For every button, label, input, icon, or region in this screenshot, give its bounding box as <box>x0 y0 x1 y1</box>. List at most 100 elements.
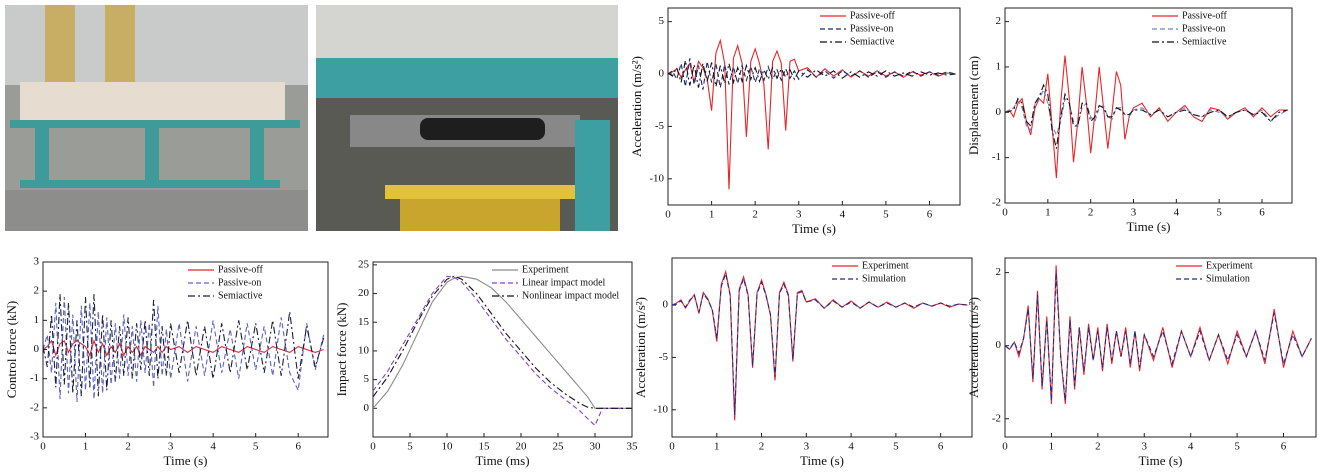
x-tick-label: 6 <box>927 209 933 221</box>
x-tick-label: 25 <box>553 441 565 453</box>
legend-label: Experiment <box>862 260 909 271</box>
x-tick-label: 3 <box>796 209 802 221</box>
x-tick-label: 6 <box>938 441 944 453</box>
x-axis-label: Time (s) <box>792 221 836 236</box>
legend-label: Semiactive <box>1182 36 1227 47</box>
series-line <box>671 271 968 416</box>
y-axis-label: Impact force (kN) <box>334 303 349 397</box>
plot-frame <box>1004 7 1293 204</box>
x-tick-label: 6 <box>295 441 301 453</box>
x-tick-label: 3 <box>1142 441 1148 453</box>
chart: 0 5 10 15 20 25 0 5 10 15 20 25 30 35 Time (ms) Impact … <box>334 258 638 468</box>
y-axis-label: Displacement (cm) <box>966 56 981 155</box>
x-tick-label: 5 <box>407 441 413 453</box>
legend-label: Experiment <box>522 264 569 275</box>
legend-label: Semiactive <box>218 290 263 301</box>
x-tick-label: 3 <box>1131 207 1137 219</box>
series-line <box>667 60 956 88</box>
series-line <box>42 296 325 403</box>
x-tick-label: 20 <box>516 441 528 453</box>
series-line <box>1004 272 1312 401</box>
series-line <box>372 275 632 409</box>
y-tick-label: 5 <box>364 373 370 385</box>
plot-frame <box>1004 257 1317 438</box>
y-tick-label: 0 <box>364 402 370 414</box>
y-tick-label: 25 <box>358 258 370 270</box>
x-tick-label: 1 <box>1045 207 1051 219</box>
series-line <box>667 58 956 90</box>
x-tick-label: 1 <box>714 441 720 453</box>
series-line <box>42 339 324 358</box>
x-tick-label: 2 <box>759 441 765 453</box>
legend-label: Passive-on <box>218 277 261 288</box>
y-tick-label: 0 <box>34 343 40 355</box>
chart: -10 -5 0 5 0 1 2 3 4 5 6 Time (s) Acceleration (m/s²… <box>629 7 961 236</box>
y-axis-label: Control force (kN) <box>4 301 19 398</box>
y-tick-label: 5 <box>659 15 665 27</box>
series-line <box>1004 265 1312 405</box>
legend-label: Passive-off <box>1182 10 1227 21</box>
x-tick-label: 0 <box>1002 207 1008 219</box>
x-tick-label: 10 <box>442 441 454 453</box>
y-tick-label: 0 <box>659 68 665 80</box>
legend-label: Passive-on <box>1182 23 1225 34</box>
x-tick-label: 6 <box>1259 207 1265 219</box>
y-tick-label: -10 <box>649 172 664 184</box>
x-axis-label: Time (s) <box>1139 453 1183 468</box>
legend-label: Simulation <box>862 273 906 284</box>
x-tick-label: 5 <box>883 209 889 221</box>
y-tick-label: -2 <box>992 197 1001 209</box>
legend-label: Simulation <box>1206 273 1250 284</box>
y-tick-label: 2 <box>34 285 40 297</box>
plot-frame <box>372 261 633 438</box>
x-tick-label: 5 <box>1216 207 1222 219</box>
y-axis-label: Acceleration (m/s²) <box>966 297 981 398</box>
chart: -2 -1 0 1 2 0 1 2 3 4 5 6 Time (s) Displacement (cm) P… <box>966 7 1293 234</box>
y-tick-label: 0 <box>996 106 1002 118</box>
series-line <box>1004 55 1288 179</box>
legend-label: Linear impact model <box>522 277 606 288</box>
series-line <box>671 269 968 421</box>
y-tick-label: -1 <box>992 151 1001 163</box>
series-line <box>372 275 632 427</box>
x-tick-label: 5 <box>1234 441 1240 453</box>
legend-label: Passive-off <box>218 264 263 275</box>
x-tick-label: 15 <box>479 441 491 453</box>
x-axis-label: Time (s) <box>1127 219 1171 234</box>
x-tick-label: 4 <box>210 441 216 453</box>
x-tick-label: 0 <box>669 441 675 453</box>
chart: -10 -5 0 0 1 2 3 4 5 6 Time (s) Acceleration (m/s²)… <box>633 257 973 468</box>
x-tick-label: 5 <box>893 441 899 453</box>
legend-label: Passive-on <box>850 23 893 34</box>
x-tick-label: 3 <box>168 441 174 453</box>
y-tick-label: 3 <box>34 256 40 268</box>
series-line <box>1004 83 1288 149</box>
x-axis-label: Time (s) <box>800 453 844 468</box>
x-tick-label: 4 <box>1188 441 1194 453</box>
x-axis-label: Time (s) <box>164 453 208 468</box>
photo-beam <box>5 5 308 231</box>
y-axis-label: Acceleration (m/s²) <box>633 297 648 398</box>
x-tick-label: 4 <box>1174 207 1180 219</box>
legend-label: Semiactive <box>850 36 895 47</box>
y-tick-label: -10 <box>653 403 668 415</box>
x-tick-label: 2 <box>1095 441 1101 453</box>
x-tick-label: 5 <box>253 441 259 453</box>
x-tick-label: 2 <box>125 441 131 453</box>
legend-label: Passive-off <box>850 10 895 21</box>
x-tick-label: 0 <box>1002 441 1008 453</box>
x-tick-label: 4 <box>848 441 854 453</box>
y-tick-label: 2 <box>996 15 1002 27</box>
y-tick-label: 0 <box>996 339 1002 351</box>
y-tick-label: -5 <box>659 351 669 363</box>
series-line <box>667 38 956 190</box>
plot-frame <box>42 261 329 438</box>
x-tick-label: 0 <box>370 441 376 453</box>
x-tick-label: 4 <box>840 209 846 221</box>
x-tick-label: 6 <box>1281 441 1287 453</box>
series-line <box>42 294 325 397</box>
x-tick-label: 1 <box>709 209 715 221</box>
y-tick-label: -2 <box>30 401 39 413</box>
plot-frame <box>667 7 961 206</box>
series-line <box>1004 88 1288 137</box>
